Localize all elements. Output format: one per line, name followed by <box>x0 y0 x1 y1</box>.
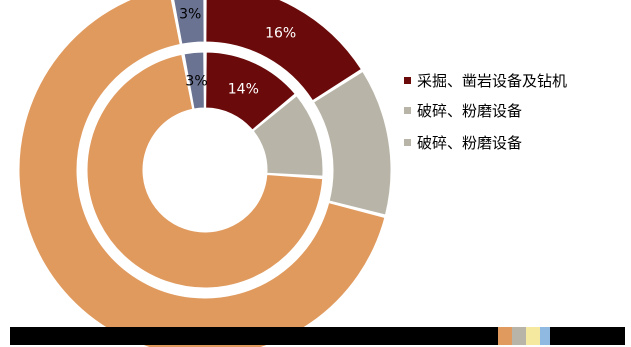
outer-slice-3 <box>173 0 205 45</box>
legend-swatch-1 <box>404 76 411 84</box>
outer-slice-1 <box>312 70 392 216</box>
outer-slice-2 <box>18 0 386 347</box>
legend-item-1: 采掘、凿岩设备及钻机 <box>404 68 567 92</box>
legend-label-2: 破碎、粉磨设备 <box>417 101 523 120</box>
legend-swatch-3 <box>404 138 411 146</box>
band-orange <box>498 327 512 345</box>
bottom-color-band <box>10 327 625 345</box>
band-black <box>10 327 498 345</box>
band-black-2 <box>550 327 625 345</box>
legend-item-3: 破碎、粉磨设备 <box>404 130 522 154</box>
legend-swatch-2 <box>404 106 411 114</box>
outer-slice-0 <box>205 0 363 102</box>
inner-slice-label-3: 3% <box>185 73 207 89</box>
inner-slice-0 <box>205 51 296 131</box>
band-blue <box>540 327 550 345</box>
inner-slice-3 <box>183 51 205 110</box>
legend-item-2: 破碎、粉磨设备 <box>404 98 522 122</box>
legend-label-3: 破碎、粉磨设备 <box>417 133 523 152</box>
band-gray <box>512 327 526 345</box>
band-yellow <box>526 327 540 345</box>
legend-label-1: 采掘、凿岩设备及钻机 <box>417 71 568 90</box>
inner-slice-label-0: 14% <box>228 82 259 98</box>
inner-slice-2 <box>86 53 324 289</box>
inner-slice-1 <box>252 95 324 177</box>
outer-slice-label-3: 3% <box>179 7 201 23</box>
outer-slice-label-0: 16% <box>265 25 296 41</box>
